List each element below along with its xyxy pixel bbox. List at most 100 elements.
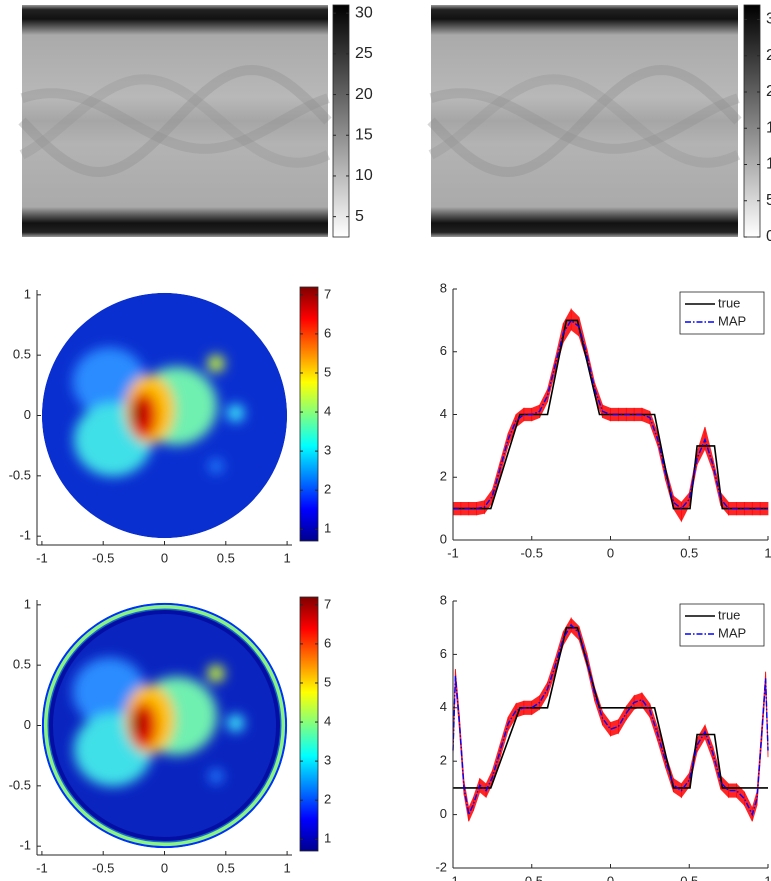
blob: [208, 458, 224, 474]
colorbar-tick-label: 1: [324, 831, 331, 846]
uncertainty-band: [704, 426, 714, 472]
y-tick-label: 4: [440, 406, 447, 421]
colorbar-tick-label: 3: [324, 443, 331, 458]
x-tick-label: 0.5: [680, 545, 698, 560]
y-tick-label: 6: [440, 646, 447, 661]
y-tick-label: 8: [440, 280, 447, 295]
blob: [227, 714, 245, 732]
y-tick-label: 8: [440, 592, 447, 607]
x-tick-label: 0.5: [680, 873, 698, 881]
x-tick-label: 0: [607, 873, 614, 881]
x-tick-label: 1: [283, 550, 290, 565]
blobs: [72, 657, 245, 787]
sinogram-trace: [428, 74, 741, 168]
colorbar-tick-label: 2: [324, 792, 331, 807]
y-tick-label: 0.5: [13, 347, 31, 362]
sinogram-trace: [429, 88, 740, 154]
sinogram: [18, 5, 332, 237]
ring: [42, 603, 287, 848]
ring: [47, 608, 282, 843]
y-tick-label: -0.5: [9, 467, 31, 482]
x-tick-label: -1: [36, 550, 48, 565]
colorbar-tick-label: 10: [355, 167, 373, 184]
sinogram: [427, 5, 742, 237]
sinogram-trace: [427, 64, 742, 178]
y-tick-label: -2: [435, 859, 447, 874]
uncertainty-band: [641, 407, 651, 425]
reconstruction-image: [41, 292, 288, 539]
legend-label: true: [718, 295, 740, 310]
y-tick-label: 0: [440, 531, 447, 546]
y-tick-label: 1: [24, 286, 31, 301]
blob: [131, 710, 144, 736]
y-tick-label: 2: [440, 469, 447, 484]
uncertainty-band: [562, 307, 572, 344]
colorbar-tick-label: 25: [766, 47, 771, 64]
x-tick-label: -1: [447, 545, 459, 560]
y-tick-label: 0: [24, 407, 31, 422]
colorbar-tick-label: 5: [324, 364, 331, 379]
uncertainty-band: [554, 323, 564, 371]
blobs: [72, 347, 245, 477]
x-tick-label: 0: [161, 860, 168, 875]
colorbar: [299, 286, 319, 542]
colorbar: [332, 4, 350, 238]
sinogram-trace: [19, 74, 331, 168]
blob: [208, 768, 224, 784]
colorbar-tick-label: 6: [324, 635, 331, 650]
blob: [131, 400, 144, 426]
y-tick-label: 0.5: [13, 657, 31, 672]
colorbar-tick-label: 15: [766, 119, 771, 136]
sinogram-image: [431, 5, 738, 237]
colorbar-tick-label: 10: [766, 156, 771, 173]
colorbar: [299, 596, 319, 852]
uncertainty-band: [539, 389, 548, 418]
colorbar-tick-label: 25: [355, 45, 373, 62]
y-tick-label: -1: [19, 528, 31, 543]
uncertainty-band: [633, 692, 643, 710]
x-tick-label: -0.5: [92, 550, 114, 565]
colorbar-tick-label: 5: [355, 208, 364, 225]
legend: [679, 603, 765, 647]
colorbar-tick-label: 2: [324, 482, 331, 497]
x-tick-label: -0.5: [92, 860, 114, 875]
colorbar-tick-label: 30: [766, 11, 771, 28]
colorbar-tick-label: 6: [324, 325, 331, 340]
x-tick-label: 0.5: [217, 550, 235, 565]
y-tick-label: 6: [440, 343, 447, 358]
x-tick-label: 1: [283, 860, 290, 875]
legend: [679, 291, 765, 335]
uncertainty-band: [554, 631, 564, 672]
series-line: [453, 319, 768, 510]
colorbar-tick-label: 30: [355, 4, 373, 21]
series-line: [453, 626, 768, 789]
blob: [207, 665, 225, 683]
colorbar-tick-label: 7: [324, 286, 331, 301]
x-tick-label: 0.5: [217, 860, 235, 875]
colorbar-tick-label: 0: [766, 228, 771, 245]
colorbar-tick-label: 1: [324, 521, 331, 536]
x-tick-label: 1: [764, 545, 771, 560]
x-tick-label: -0.5: [521, 545, 543, 560]
colorbar-tick-label: 7: [324, 596, 331, 611]
x-tick-label: 0: [607, 545, 614, 560]
uncertainty-band: [680, 491, 690, 522]
y-tick-label: -0.5: [9, 777, 31, 792]
y-tick-label: 0: [440, 806, 447, 821]
sinogram-trace: [20, 88, 330, 154]
colorbar-tick-label: 4: [324, 403, 331, 418]
ring: [41, 602, 288, 849]
y-tick-label: 2: [440, 753, 447, 768]
colorbar-tick-label: 5: [324, 674, 331, 689]
colorbar: [743, 4, 761, 238]
sinogram-trace: [18, 64, 332, 178]
legend-label: MAP: [718, 313, 746, 328]
reconstruction-image: [41, 602, 288, 849]
y-tick-label: 1: [24, 596, 31, 611]
sinogram-image: [22, 5, 328, 237]
legend-label: MAP: [718, 625, 746, 640]
uncertainty-band: [751, 791, 758, 822]
blob: [207, 355, 225, 373]
